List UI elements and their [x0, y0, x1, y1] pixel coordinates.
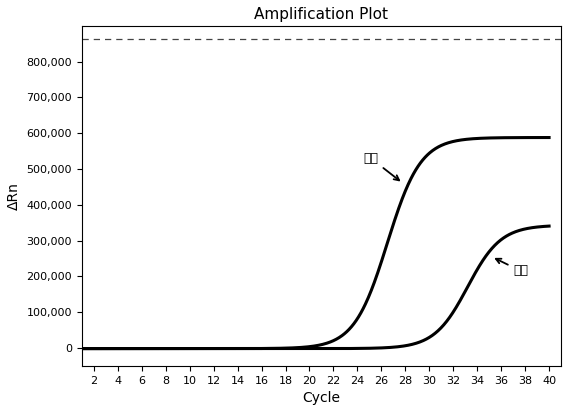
- Y-axis label: ΔRn: ΔRn: [7, 182, 21, 210]
- Title: Amplification Plot: Amplification Plot: [254, 7, 389, 22]
- Text: 参照: 参照: [364, 152, 399, 180]
- Text: 突变: 突变: [496, 259, 528, 277]
- X-axis label: Cycle: Cycle: [302, 391, 340, 405]
